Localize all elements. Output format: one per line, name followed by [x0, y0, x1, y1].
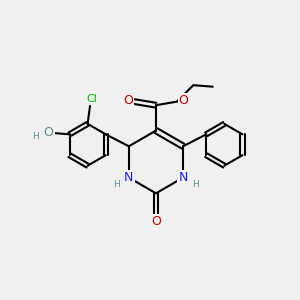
- Text: H: H: [192, 180, 199, 189]
- Text: N: N: [178, 171, 188, 184]
- Text: O: O: [151, 215, 161, 228]
- Text: O: O: [44, 126, 53, 139]
- Text: O: O: [178, 94, 188, 106]
- Text: H: H: [113, 180, 120, 189]
- Text: N: N: [124, 171, 134, 184]
- Text: O: O: [123, 94, 133, 106]
- Text: H: H: [32, 132, 39, 141]
- Text: Cl: Cl: [86, 94, 97, 104]
